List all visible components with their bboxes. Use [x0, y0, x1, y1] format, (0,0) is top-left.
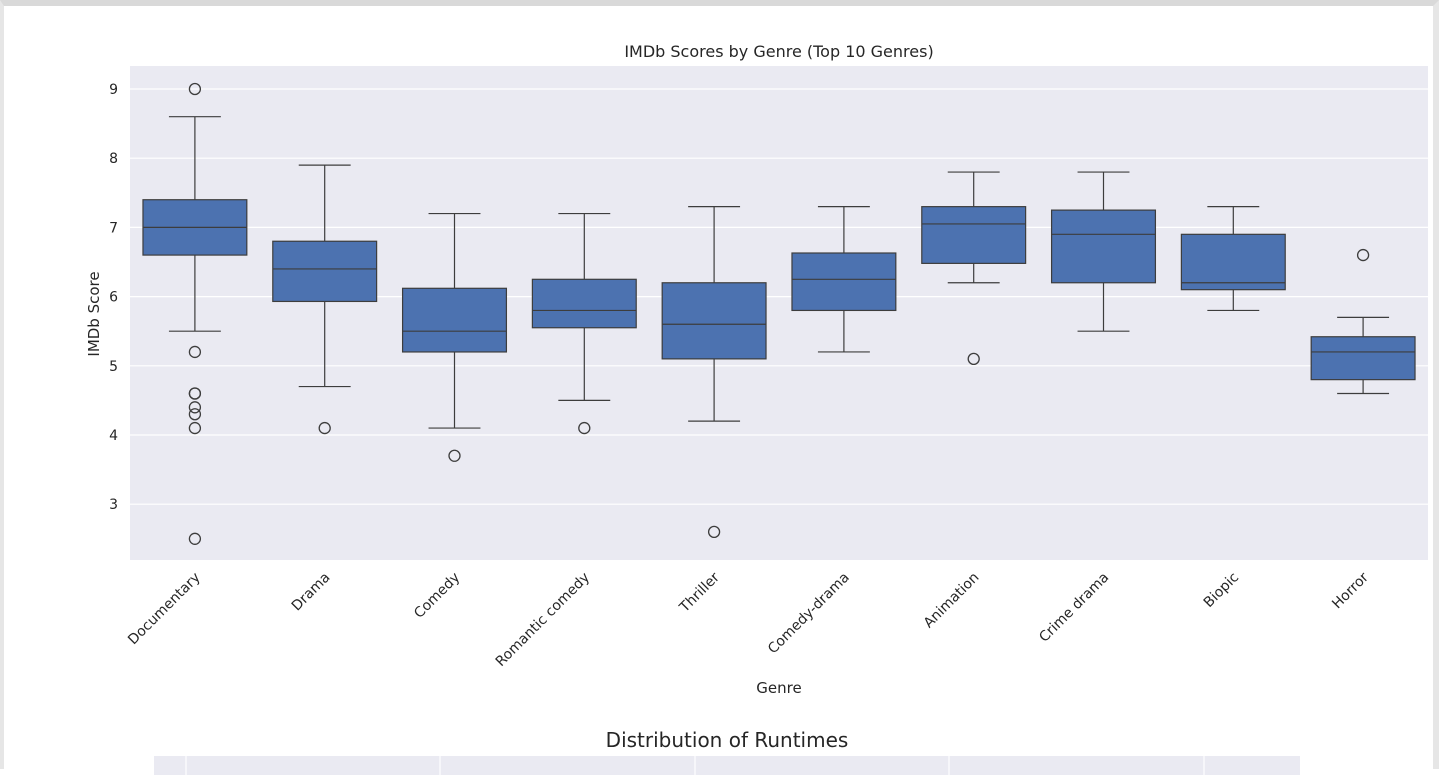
plot-area — [130, 66, 1428, 560]
x-tick-animation: Animation — [921, 570, 983, 632]
outlier-point — [188, 387, 202, 400]
box-thriller — [661, 206, 767, 539]
next-chart-title: Distribution of Runtimes — [606, 728, 849, 752]
y-tick-3: 3 — [109, 497, 118, 513]
iqr-box — [401, 287, 508, 353]
box-series — [142, 82, 1416, 545]
iqr-box — [661, 282, 767, 360]
outlier-point — [188, 345, 202, 359]
outlier-point — [578, 421, 591, 435]
next-chart-plot-area — [154, 756, 1300, 775]
iqr-box — [791, 252, 897, 312]
y-axis-label: IMDb Score — [85, 271, 103, 356]
y-tick-7: 7 — [109, 220, 118, 236]
y-tick-5: 5 — [109, 359, 118, 375]
x-tick-documentary: Documentary — [125, 570, 204, 649]
outlier-point — [707, 525, 721, 539]
y-tick-labels: 3 4 5 6 7 8 9 — [109, 82, 118, 513]
outlier-point — [448, 449, 461, 462]
box-comedy-drama — [791, 206, 897, 353]
box-documentary — [142, 82, 248, 545]
x-tick-comedy: Comedy — [411, 570, 463, 622]
x-tick-crime-drama: Crime drama — [1036, 570, 1112, 646]
iqr-box — [1180, 233, 1286, 291]
x-tick-thriller: Thriller — [676, 569, 723, 616]
x-tick-comedy-drama: Comedy-drama — [765, 570, 853, 658]
imdb-boxplot-chart: 3 4 5 6 7 8 9 Documentary Drama Comedy Romantic c… — [85, 42, 1428, 775]
x-tick-labels: Documentary Drama Comedy Romantic comedy Thr… — [125, 569, 1372, 670]
iqr-box — [1310, 336, 1416, 381]
x-axis-label: Genre — [756, 679, 801, 697]
box-horror — [1310, 248, 1416, 395]
outlier-point — [967, 352, 980, 366]
outlier-point — [188, 401, 202, 414]
y-tick-6: 6 — [109, 290, 118, 306]
box-animation — [921, 171, 1027, 366]
y-tick-4: 4 — [109, 428, 118, 444]
x-tick-biopic: Biopic — [1201, 570, 1242, 611]
x-tick-drama: Drama — [289, 570, 334, 615]
x-tick-romantic-comedy: Romantic comedy — [493, 570, 593, 670]
box-drama — [272, 164, 378, 435]
outlier-point — [188, 82, 202, 96]
outlier-point — [188, 532, 202, 545]
iqr-box — [531, 278, 637, 329]
box-crime-drama — [1050, 171, 1157, 332]
box-biopic — [1180, 206, 1286, 312]
y-tick-9: 9 — [109, 82, 118, 98]
outlier-point — [188, 421, 202, 435]
box-comedy — [401, 212, 508, 462]
chart-title: IMDb Scores by Genre (Top 10 Genres) — [624, 42, 933, 61]
outlier-point — [1356, 248, 1370, 262]
outlier-point — [188, 408, 202, 421]
outlier-point — [318, 421, 331, 435]
iqr-box — [1050, 209, 1157, 284]
iqr-box — [272, 240, 378, 303]
iqr-box — [921, 206, 1027, 264]
x-tick-horror: Horror — [1329, 569, 1372, 612]
box-romantic-comedy — [531, 212, 637, 435]
y-tick-8: 8 — [109, 151, 118, 167]
